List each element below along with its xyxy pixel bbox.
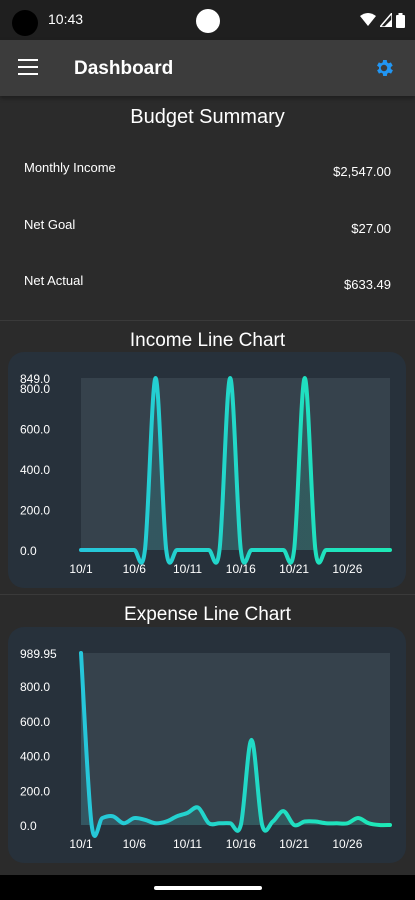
- home-gesture-handle[interactable]: [154, 886, 262, 890]
- divider: [0, 594, 415, 595]
- x-tick-label: 10/1: [69, 837, 93, 851]
- x-tick-label: 10/26: [332, 837, 362, 851]
- x-tick-label: 10/6: [123, 562, 147, 576]
- y-tick-label: 600.0: [20, 422, 50, 436]
- summary-row-net-actual: Net Actual $633.49: [24, 273, 391, 292]
- front-camera: [196, 9, 220, 33]
- x-tick-label: 10/6: [123, 837, 147, 851]
- income-chart-title: Income Line Chart: [129, 330, 286, 351]
- navigation-bar: [0, 875, 415, 900]
- wifi-icon: [360, 13, 376, 26]
- x-tick-label: 10/11: [173, 837, 202, 851]
- status-time: 10:43: [48, 11, 84, 27]
- y-tick-label: 800.0: [20, 382, 50, 396]
- y-tick-label: 800.0: [20, 680, 50, 694]
- budget-summary-title: Budget Summary: [130, 106, 285, 128]
- x-tick-label: 10/16: [226, 837, 256, 851]
- y-tick-label: 0.0: [20, 544, 37, 558]
- expense-chart-title: Expense Line Chart: [124, 604, 291, 625]
- y-tick-label: 400.0: [20, 463, 50, 477]
- app-bar: Dashboard: [0, 40, 415, 96]
- y-tick-label: 200.0: [20, 503, 50, 517]
- divider: [0, 320, 415, 321]
- signal-icon: [380, 13, 392, 27]
- y-tick-label: 400.0: [20, 750, 50, 764]
- y-tick-label: 989.95: [20, 647, 57, 661]
- gear-icon[interactable]: [373, 57, 395, 79]
- battery-icon: [396, 12, 405, 28]
- x-tick-label: 10/21: [279, 837, 309, 851]
- x-tick-label: 10/16: [226, 562, 256, 576]
- series-line: [79, 651, 392, 838]
- y-tick-label: 0.0: [20, 819, 37, 833]
- expense-line-chart: 0.0 200.0 400.0 600.0 800.0 989.95 10/1 10/6 10/…: [20, 647, 392, 851]
- x-tick-label: 10/1: [69, 562, 93, 576]
- y-tick-label: 600.0: [20, 715, 50, 729]
- summary-value: $2,547.00: [333, 164, 391, 179]
- summary-value: $633.49: [344, 277, 391, 292]
- summary-value: $27.00: [351, 221, 391, 236]
- summary-label: Monthly Income: [24, 160, 116, 175]
- summary-row-net-goal: Net Goal $27.00: [24, 217, 391, 236]
- x-tick-label: 10/26: [332, 562, 362, 576]
- summary-label: Net Actual: [24, 273, 84, 288]
- plot-area: [81, 653, 390, 825]
- x-tick-label: 10/21: [279, 562, 309, 576]
- summary-row-monthly-income: Monthly Income $2,547.00: [24, 160, 391, 179]
- menu-icon[interactable]: [18, 59, 38, 77]
- summary-label: Net Goal: [24, 217, 76, 232]
- status-icons: [360, 12, 405, 28]
- camera-cutout: [12, 10, 38, 36]
- expense-chart-card: 0.0 200.0 400.0 600.0 800.0 989.95 10/1 10/6 10/…: [8, 627, 406, 863]
- page-title: Dashboard: [74, 58, 174, 79]
- y-tick-label: 200.0: [20, 784, 50, 798]
- income-chart-card: 0.0 200.0 400.0 600.0 800.0 849.0 10/1 10/6 10/1…: [8, 352, 406, 588]
- x-tick-label: 10/11: [173, 562, 202, 576]
- y-tick-label: 849.0: [20, 372, 50, 386]
- status-bar: 10:43: [0, 0, 415, 40]
- series-line: [79, 376, 392, 565]
